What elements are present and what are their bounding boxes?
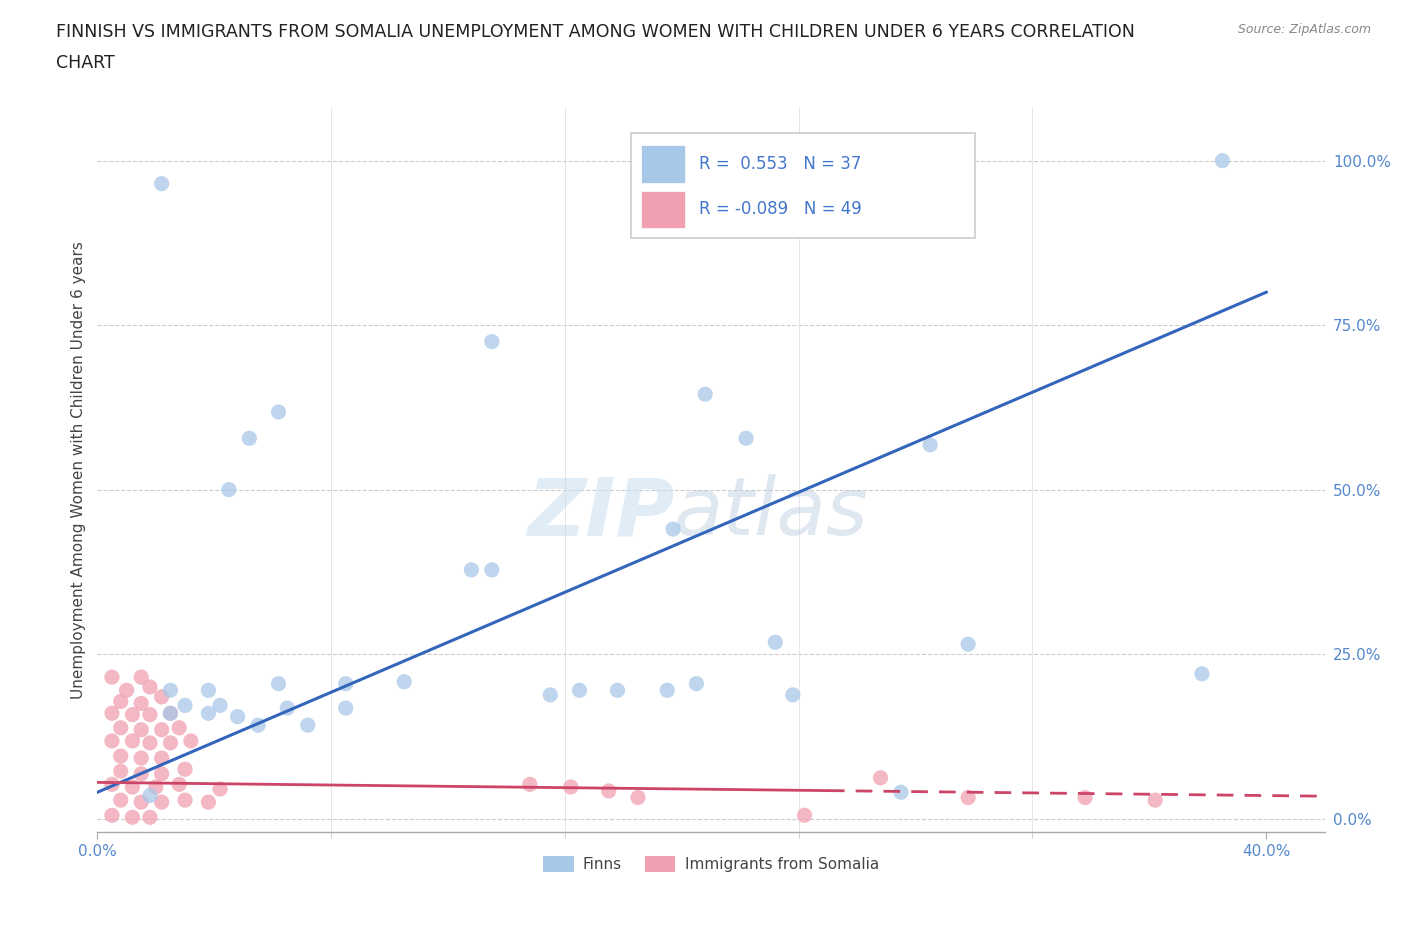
Point bbox=[110, 749, 132, 764]
Point bbox=[174, 762, 197, 777]
Point bbox=[110, 694, 132, 709]
Point bbox=[1211, 153, 1233, 168]
Point bbox=[129, 751, 152, 765]
Point bbox=[920, 437, 942, 452]
Point bbox=[121, 734, 143, 749]
Point bbox=[139, 810, 162, 825]
Point bbox=[685, 676, 707, 691]
Point bbox=[197, 683, 219, 698]
Point bbox=[121, 707, 143, 722]
Point bbox=[150, 794, 173, 809]
Point bbox=[197, 706, 219, 721]
Point bbox=[267, 405, 290, 419]
Point bbox=[174, 792, 197, 807]
Point bbox=[247, 718, 270, 733]
Point bbox=[159, 706, 181, 721]
Point bbox=[519, 777, 541, 791]
Point bbox=[606, 683, 628, 698]
Point bbox=[1144, 792, 1167, 807]
Point bbox=[139, 736, 162, 751]
Point bbox=[957, 790, 980, 805]
Point bbox=[869, 770, 891, 785]
Point bbox=[129, 723, 152, 737]
Point bbox=[197, 794, 219, 809]
Point bbox=[267, 676, 290, 691]
Text: atlas: atlas bbox=[675, 474, 869, 552]
Point bbox=[297, 718, 319, 733]
Point bbox=[598, 783, 620, 798]
Point bbox=[159, 683, 181, 698]
Point bbox=[129, 766, 152, 781]
Point bbox=[101, 808, 124, 823]
Point bbox=[662, 522, 685, 537]
Point bbox=[890, 785, 912, 800]
Point bbox=[218, 482, 240, 497]
Point bbox=[121, 779, 143, 794]
Point bbox=[115, 683, 138, 698]
Point bbox=[110, 764, 132, 778]
Point bbox=[145, 779, 167, 794]
Point bbox=[335, 700, 357, 715]
Legend: Finns, Immigrants from Somalia: Finns, Immigrants from Somalia bbox=[537, 850, 884, 878]
Text: R =  0.553   N = 37: R = 0.553 N = 37 bbox=[699, 154, 860, 173]
Point bbox=[957, 637, 980, 652]
Point bbox=[627, 790, 650, 805]
FancyBboxPatch shape bbox=[641, 191, 685, 228]
Point bbox=[110, 721, 132, 736]
Point bbox=[101, 706, 124, 721]
Point bbox=[481, 334, 503, 349]
Text: Source: ZipAtlas.com: Source: ZipAtlas.com bbox=[1237, 23, 1371, 36]
Point bbox=[209, 781, 232, 796]
Point bbox=[150, 751, 173, 765]
Point bbox=[735, 431, 758, 445]
Point bbox=[139, 788, 162, 803]
Point bbox=[226, 710, 249, 724]
Point bbox=[101, 777, 124, 791]
FancyBboxPatch shape bbox=[641, 145, 685, 182]
Text: ZIP: ZIP bbox=[527, 474, 675, 552]
Point bbox=[101, 734, 124, 749]
Point bbox=[159, 736, 181, 751]
Point bbox=[180, 734, 202, 749]
Point bbox=[159, 706, 181, 721]
Point bbox=[793, 808, 815, 823]
Point bbox=[763, 635, 786, 650]
Point bbox=[150, 689, 173, 704]
Point bbox=[782, 687, 804, 702]
Text: R = -0.089   N = 49: R = -0.089 N = 49 bbox=[699, 200, 862, 219]
Point bbox=[538, 687, 561, 702]
Point bbox=[129, 794, 152, 809]
Text: CHART: CHART bbox=[56, 54, 115, 72]
Y-axis label: Unemployment Among Women with Children Under 6 years: Unemployment Among Women with Children U… bbox=[72, 241, 86, 698]
Point bbox=[481, 563, 503, 578]
Point bbox=[129, 670, 152, 684]
Point bbox=[167, 777, 190, 791]
Point bbox=[209, 698, 232, 713]
Point bbox=[657, 683, 679, 698]
Point bbox=[238, 431, 260, 445]
Point bbox=[174, 698, 197, 713]
FancyBboxPatch shape bbox=[631, 133, 974, 238]
Point bbox=[110, 792, 132, 807]
Point bbox=[139, 707, 162, 722]
Text: FINNISH VS IMMIGRANTS FROM SOMALIA UNEMPLOYMENT AMONG WOMEN WITH CHILDREN UNDER : FINNISH VS IMMIGRANTS FROM SOMALIA UNEMP… bbox=[56, 23, 1135, 41]
Point bbox=[695, 387, 717, 402]
Point bbox=[101, 670, 124, 684]
Point bbox=[150, 176, 173, 191]
Point bbox=[129, 696, 152, 711]
Point bbox=[460, 563, 482, 578]
Point bbox=[568, 683, 591, 698]
Point bbox=[560, 779, 582, 794]
Point bbox=[121, 810, 143, 825]
Point bbox=[139, 680, 162, 695]
Point bbox=[335, 676, 357, 691]
Point bbox=[150, 723, 173, 737]
Point bbox=[1191, 667, 1213, 682]
Point bbox=[1074, 790, 1097, 805]
Point bbox=[150, 766, 173, 781]
Point bbox=[392, 674, 415, 689]
Point bbox=[276, 700, 298, 715]
Point bbox=[167, 721, 190, 736]
